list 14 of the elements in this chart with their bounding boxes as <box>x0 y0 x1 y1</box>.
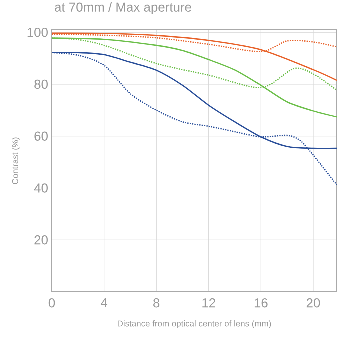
x-tick-label: 12 <box>202 298 216 308</box>
y-tick-label: 40 <box>34 184 48 193</box>
y-tick-label: 20 <box>34 236 48 245</box>
y-tick-label: 60 <box>34 132 48 141</box>
y-tick-label: 80 <box>34 80 48 90</box>
chart-title: at 70mm / Max aperture <box>55 2 192 14</box>
x-tick-label: 8 <box>154 298 160 308</box>
x-tick-label: 20 <box>306 298 320 308</box>
x-axis-title: Distance from optical center of lens (mm) <box>118 320 272 328</box>
x-tick-label: 0 <box>48 298 56 308</box>
y-tick-label: 100 <box>28 28 48 38</box>
x-tick-label: 16 <box>254 298 268 308</box>
x-tick-label: 4 <box>100 298 108 308</box>
y-axis-title: Contrast (%) <box>12 138 20 184</box>
